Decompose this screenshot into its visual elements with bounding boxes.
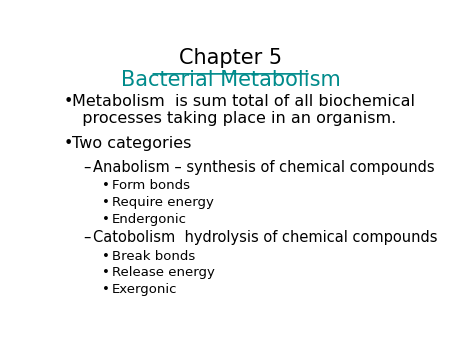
Text: Chapter 5: Chapter 5	[179, 48, 282, 68]
Text: •: •	[102, 266, 109, 280]
Text: Catobolism  hydrolysis of chemical compounds: Catobolism hydrolysis of chemical compou…	[93, 230, 437, 245]
Text: •: •	[63, 136, 72, 151]
Text: •: •	[102, 213, 109, 226]
Text: Break bonds: Break bonds	[112, 249, 195, 263]
Text: Metabolism  is sum total of all biochemical
  processes taking place in an organ: Metabolism is sum total of all biochemic…	[72, 94, 415, 126]
Text: •: •	[102, 283, 109, 296]
Text: Release energy: Release energy	[112, 266, 215, 280]
Text: Exergonic: Exergonic	[112, 283, 178, 296]
Text: •: •	[102, 179, 109, 192]
Text: Endergonic: Endergonic	[112, 213, 187, 226]
Text: –: –	[83, 230, 91, 245]
Text: Form bonds: Form bonds	[112, 179, 190, 192]
Text: •: •	[102, 196, 109, 209]
Text: •: •	[63, 94, 72, 109]
Text: Require energy: Require energy	[112, 196, 214, 209]
Text: Bacterial Metabolism: Bacterial Metabolism	[121, 71, 341, 91]
Text: Anabolism – synthesis of chemical compounds: Anabolism – synthesis of chemical compou…	[93, 160, 435, 175]
Text: –: –	[83, 160, 91, 175]
Text: Two categories: Two categories	[72, 136, 191, 151]
Text: •: •	[102, 249, 109, 263]
